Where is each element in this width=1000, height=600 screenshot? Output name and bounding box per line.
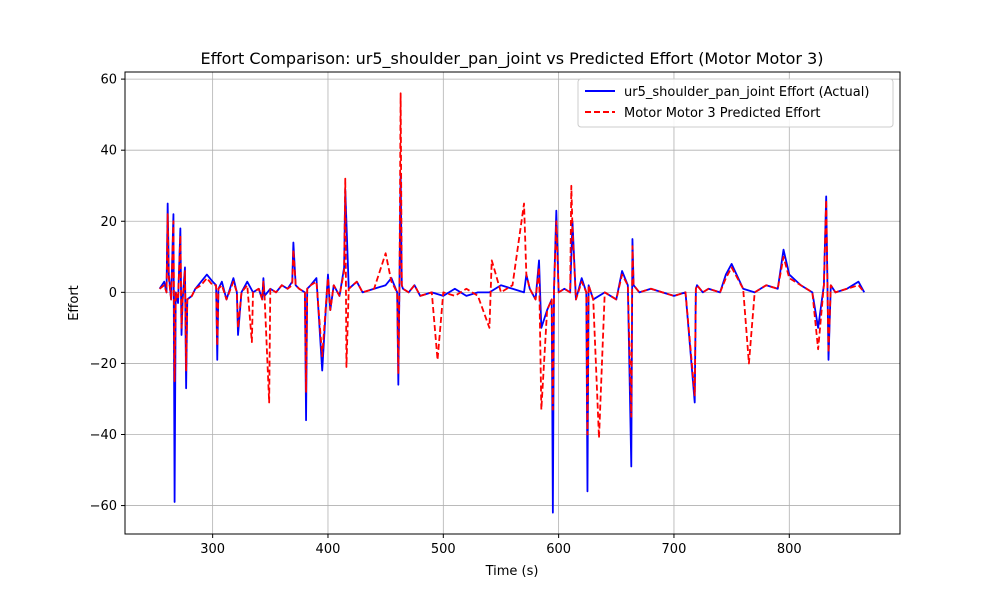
y-tick-label: 40 bbox=[100, 144, 117, 159]
x-tick-label: 400 bbox=[316, 542, 341, 557]
legend: ur5_shoulder_pan_joint Effort (Actual) M… bbox=[577, 78, 894, 128]
plot-area bbox=[125, 72, 900, 534]
x-axis-label: Time (s) bbox=[485, 564, 539, 579]
x-tick-label: 500 bbox=[431, 542, 456, 557]
y-tick-label: −60 bbox=[90, 499, 117, 514]
y-tick-label: −40 bbox=[90, 428, 117, 443]
y-axis-label: Effort bbox=[67, 285, 82, 321]
y-tick-label: 60 bbox=[100, 73, 117, 88]
x-tick-label: 600 bbox=[546, 542, 571, 557]
x-tick-label: 800 bbox=[777, 542, 802, 557]
grid-lines bbox=[125, 72, 900, 534]
x-tick-label: 300 bbox=[200, 542, 225, 557]
series-layer bbox=[158, 92, 866, 514]
y-axis: −60 −40 −20 0 20 40 60 bbox=[90, 73, 125, 514]
legend-box bbox=[577, 78, 894, 128]
x-tick-label: 700 bbox=[662, 542, 687, 557]
y-tick-label: 20 bbox=[100, 215, 117, 230]
plot-frame bbox=[124, 71, 901, 535]
series-line-predicted bbox=[159, 92, 865, 439]
legend-label-actual: ur5_shoulder_pan_joint Effort (Actual) bbox=[624, 85, 869, 100]
chart-title: Effort Comparison: ur5_shoulder_pan_join… bbox=[201, 49, 824, 69]
y-tick-label: −20 bbox=[90, 357, 117, 372]
y-tick-label: 0 bbox=[109, 286, 117, 301]
legend-label-predicted: Motor Motor 3 Predicted Effort bbox=[624, 106, 821, 121]
x-axis: 300 400 500 600 700 800 bbox=[200, 534, 802, 557]
